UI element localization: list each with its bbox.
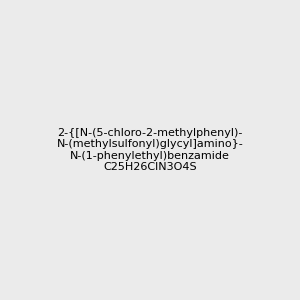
Text: 2-{[N-(5-chloro-2-methylphenyl)-
N-(methylsulfonyl)glycyl]amino}-
N-(1-phenyleth: 2-{[N-(5-chloro-2-methylphenyl)- N-(meth… <box>57 128 243 172</box>
